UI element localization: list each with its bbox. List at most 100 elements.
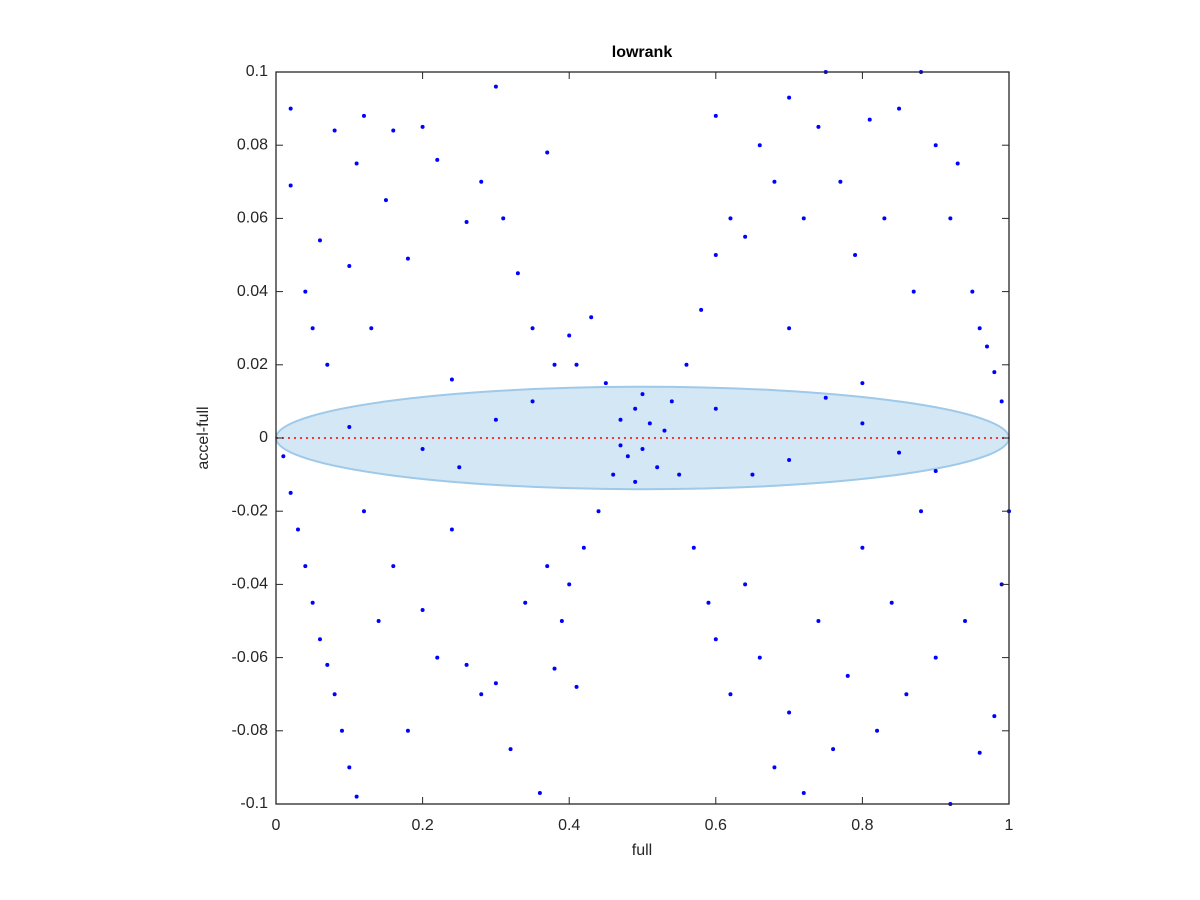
point xyxy=(992,714,997,719)
point xyxy=(347,425,352,430)
point xyxy=(325,662,330,667)
x-tick-label: 1 xyxy=(1005,817,1014,834)
point xyxy=(750,472,755,477)
y-tick-label: 0.08 xyxy=(237,136,268,153)
x-tick-label: 0 xyxy=(272,817,281,834)
y-tick-label: 0.04 xyxy=(237,283,268,300)
y-axis-label: accel-full xyxy=(195,406,212,469)
y-tick-label: 0.06 xyxy=(237,210,268,227)
point xyxy=(904,692,909,697)
point xyxy=(391,564,396,569)
point xyxy=(618,443,623,448)
point xyxy=(985,344,990,349)
point xyxy=(325,362,330,367)
point xyxy=(882,216,887,221)
point xyxy=(391,128,396,133)
point xyxy=(361,509,366,514)
point xyxy=(545,564,550,569)
point xyxy=(831,747,836,752)
y-tick-label: 0 xyxy=(259,429,268,446)
point xyxy=(992,370,997,375)
point xyxy=(743,582,748,587)
point xyxy=(581,545,586,550)
point xyxy=(860,421,865,426)
point xyxy=(787,457,792,462)
point xyxy=(853,253,858,257)
point xyxy=(317,238,322,243)
point xyxy=(310,326,315,331)
point xyxy=(713,253,718,257)
point xyxy=(310,600,315,605)
point xyxy=(596,509,601,514)
point xyxy=(655,465,660,470)
point xyxy=(816,124,821,129)
point xyxy=(743,234,748,239)
point xyxy=(911,289,916,294)
point xyxy=(347,263,352,268)
y-tick-label: 0.02 xyxy=(237,356,268,373)
point xyxy=(435,655,440,660)
point xyxy=(677,472,682,477)
point xyxy=(493,417,498,422)
point xyxy=(530,399,535,404)
point xyxy=(449,527,454,532)
point xyxy=(493,84,498,89)
point xyxy=(955,161,960,166)
y-tick-label: -0.1 xyxy=(240,795,268,812)
point xyxy=(772,765,777,770)
point xyxy=(977,750,982,755)
point xyxy=(545,150,550,155)
point xyxy=(977,326,982,331)
point xyxy=(787,326,792,331)
point xyxy=(845,673,850,678)
point xyxy=(713,637,718,642)
point xyxy=(332,128,337,133)
point xyxy=(339,728,344,733)
point xyxy=(875,728,880,733)
point xyxy=(493,681,498,686)
point xyxy=(640,392,645,397)
point xyxy=(691,545,696,550)
x-tick-label: 0.2 xyxy=(411,817,433,834)
point xyxy=(281,454,286,459)
point xyxy=(625,454,630,459)
point xyxy=(713,406,718,411)
point xyxy=(589,315,594,320)
point xyxy=(933,655,938,660)
point xyxy=(479,692,484,697)
y-tick-label: -0.04 xyxy=(232,576,269,593)
chart-title: lowrank xyxy=(612,44,673,61)
point xyxy=(420,124,425,129)
point xyxy=(464,662,469,667)
point xyxy=(757,655,762,660)
point xyxy=(787,710,792,715)
point xyxy=(383,198,388,203)
point xyxy=(816,619,821,623)
point xyxy=(347,765,352,770)
point xyxy=(449,377,454,382)
x-tick-label: 0.8 xyxy=(851,817,873,834)
point xyxy=(633,479,638,484)
point xyxy=(772,179,777,184)
point xyxy=(757,143,762,148)
point xyxy=(669,399,674,404)
point xyxy=(295,527,300,532)
point xyxy=(501,216,506,221)
point xyxy=(303,564,308,569)
point xyxy=(405,256,410,261)
point xyxy=(728,216,733,221)
point xyxy=(508,747,513,752)
point xyxy=(633,406,638,411)
point xyxy=(567,582,572,587)
point xyxy=(457,465,462,470)
x-tick-label: 0.4 xyxy=(558,817,580,834)
point xyxy=(948,216,953,221)
point xyxy=(728,692,733,697)
point xyxy=(787,95,792,100)
point xyxy=(515,271,520,276)
point xyxy=(354,794,359,799)
point xyxy=(552,362,557,367)
point xyxy=(420,608,425,613)
point xyxy=(574,684,579,689)
